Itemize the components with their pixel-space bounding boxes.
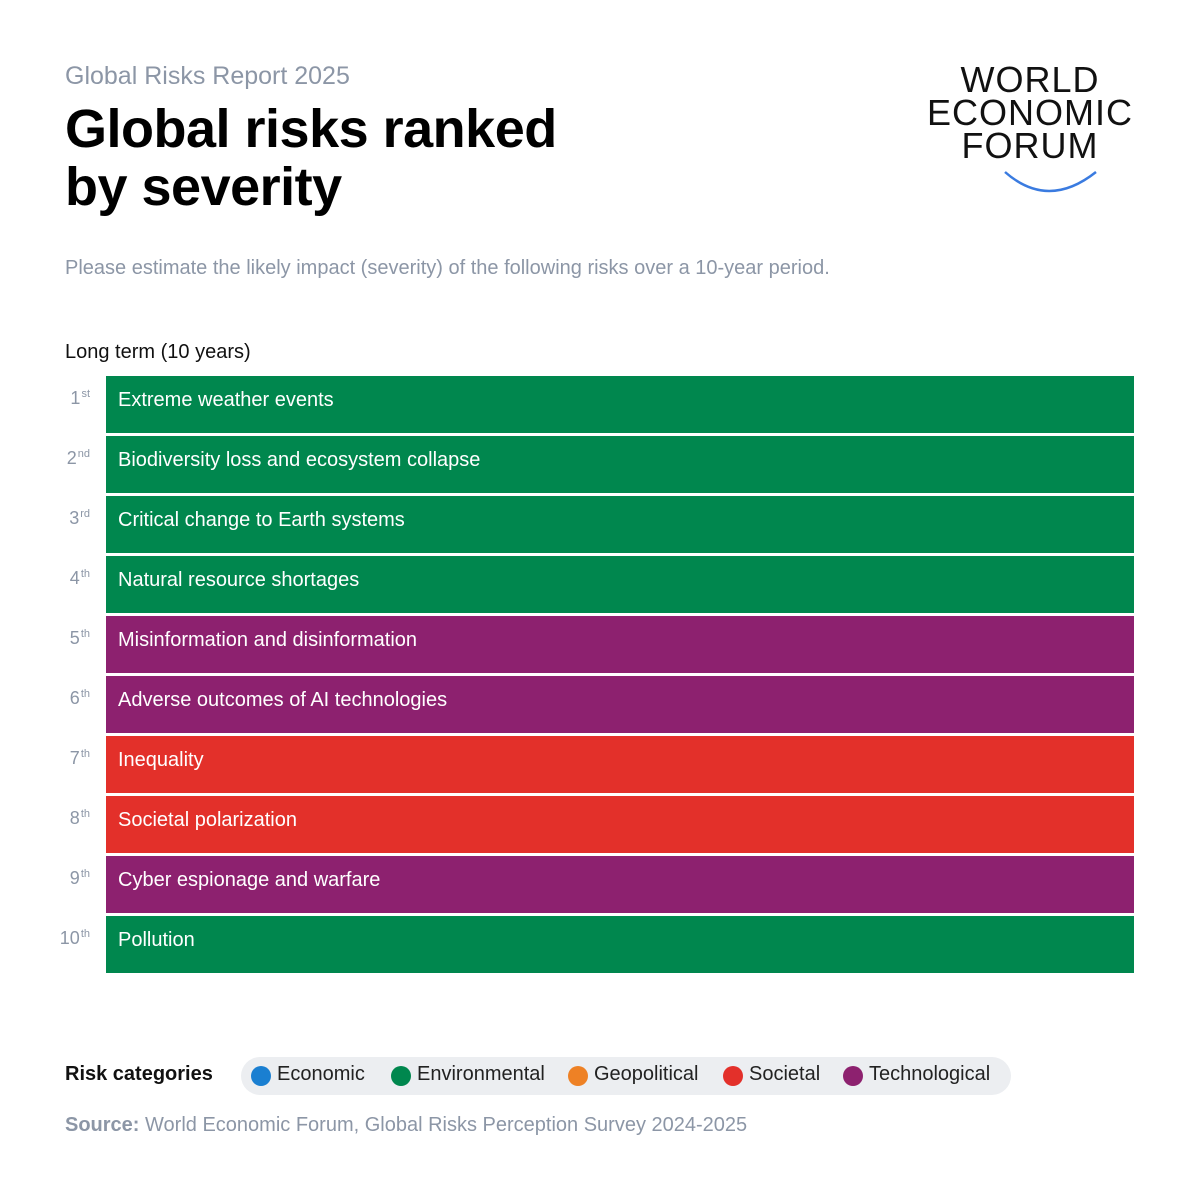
rank-label: 6th (30, 688, 90, 709)
rank-number: 4 (69, 568, 80, 588)
legend-dot (391, 1066, 411, 1086)
source-text: World Economic Forum, Global Risks Perce… (145, 1114, 748, 1136)
rank-label: 7th (30, 748, 90, 769)
risk-bar (106, 436, 1134, 493)
risk-bar (106, 916, 1134, 973)
risk-row: 3rd Critical change to Earth systems (0, 496, 1200, 553)
rank-label: 4th (30, 568, 90, 589)
legend-dot (723, 1066, 743, 1086)
rank-suffix: th (80, 868, 90, 880)
title-line-1: Global risks ranked (65, 99, 557, 159)
rank-label: 1st (30, 388, 90, 409)
legend-item-label: Societal (749, 1063, 821, 1085)
risk-bar (106, 796, 1134, 853)
rank-number: 2 (66, 448, 77, 468)
logo-line-3: FORUM (961, 125, 1099, 166)
risk-bar (106, 616, 1134, 673)
wef-logo: WORLD ECONOMIC FORUM (920, 60, 1140, 200)
legend-pill (241, 1057, 1011, 1095)
rank-label: 9th (30, 868, 90, 889)
risk-row: 8th Societal polarization (0, 796, 1200, 853)
risk-row: 9th Cyber espionage and warfare (0, 856, 1200, 913)
risk-row: 4th Natural resource shortages (0, 556, 1200, 613)
risk-label: Misinformation and disinformation (118, 629, 418, 651)
risk-label: Cyber espionage and warfare (118, 869, 381, 891)
rank-number: 3 (69, 508, 80, 528)
logo-line-1: WORLD (960, 59, 1100, 100)
risk-row: 10th Pollution (0, 916, 1200, 973)
risk-label: Natural resource shortages (118, 569, 360, 591)
risk-bar (106, 556, 1134, 613)
rank-suffix: th (80, 928, 90, 940)
rank-suffix: th (80, 808, 90, 820)
rank-number: 8 (69, 808, 80, 828)
rank-suffix: rd (80, 508, 90, 520)
legend-dot (843, 1066, 863, 1086)
risk-label: Biodiversity loss and ecosystem collapse (118, 449, 481, 471)
risk-bar (106, 736, 1134, 793)
chart-title: Long term (10 years) (65, 341, 251, 363)
legend-item-label: Geopolitical (594, 1063, 699, 1085)
risk-row: 7th Inequality (0, 736, 1200, 793)
legend-label: Risk categories (65, 1063, 213, 1085)
risk-label: Pollution (118, 929, 195, 951)
rank-suffix: th (80, 748, 90, 760)
source-label: Source: (65, 1114, 140, 1136)
legend-item-label: Environmental (417, 1063, 545, 1085)
survey-question: Please estimate the likely impact (sever… (65, 257, 830, 279)
rank-label: 8th (30, 808, 90, 829)
rank-label: 3rd (30, 508, 90, 529)
rank-label: 5th (30, 628, 90, 649)
logo-arc-icon (1004, 171, 1097, 193)
rank-number: 9 (69, 868, 80, 888)
rank-suffix: nd (77, 448, 90, 460)
legend-dot (568, 1066, 588, 1086)
rank-suffix: th (80, 568, 90, 580)
risk-bar (106, 856, 1134, 913)
risk-bar (106, 676, 1134, 733)
rank-number: 6 (69, 688, 80, 708)
legend-item-label: Economic (277, 1063, 365, 1085)
risk-label: Societal polarization (118, 809, 297, 831)
rank-suffix: st (81, 388, 90, 400)
rank-number: 7 (69, 748, 80, 768)
rank-number: 1 (70, 388, 81, 408)
risk-row: 1st Extreme weather events (0, 376, 1200, 433)
rank-suffix: th (80, 628, 90, 640)
legend-item-label: Technological (869, 1063, 991, 1085)
logo-line-2: ECONOMIC (927, 92, 1133, 133)
rank-suffix: th (80, 688, 90, 700)
title-line-2: by severity (65, 157, 342, 217)
risk-label: Adverse outcomes of AI technologies (118, 689, 448, 711)
risk-row: 6th Adverse outcomes of AI technologies (0, 676, 1200, 733)
rank-label: 2nd (30, 448, 90, 469)
risk-label: Critical change to Earth systems (118, 509, 405, 531)
legend-dot (251, 1066, 271, 1086)
rank-number: 10 (59, 928, 80, 948)
rank-label: 10th (30, 928, 90, 949)
risk-bar (106, 496, 1134, 553)
risk-label: Inequality (118, 749, 204, 771)
risk-bar (106, 376, 1134, 433)
risk-row: 2nd Biodiversity loss and ecosystem colla… (0, 436, 1200, 493)
risk-label: Extreme weather events (118, 389, 334, 411)
source-note: Source: World Economic Forum, Global Ris… (65, 1114, 747, 1137)
rank-number: 5 (69, 628, 80, 648)
page-title: Global risks ranked by severity (65, 100, 557, 216)
risk-row: 5th Misinformation and disinformation (0, 616, 1200, 673)
report-eyebrow: Global Risks Report 2025 (65, 62, 350, 90)
